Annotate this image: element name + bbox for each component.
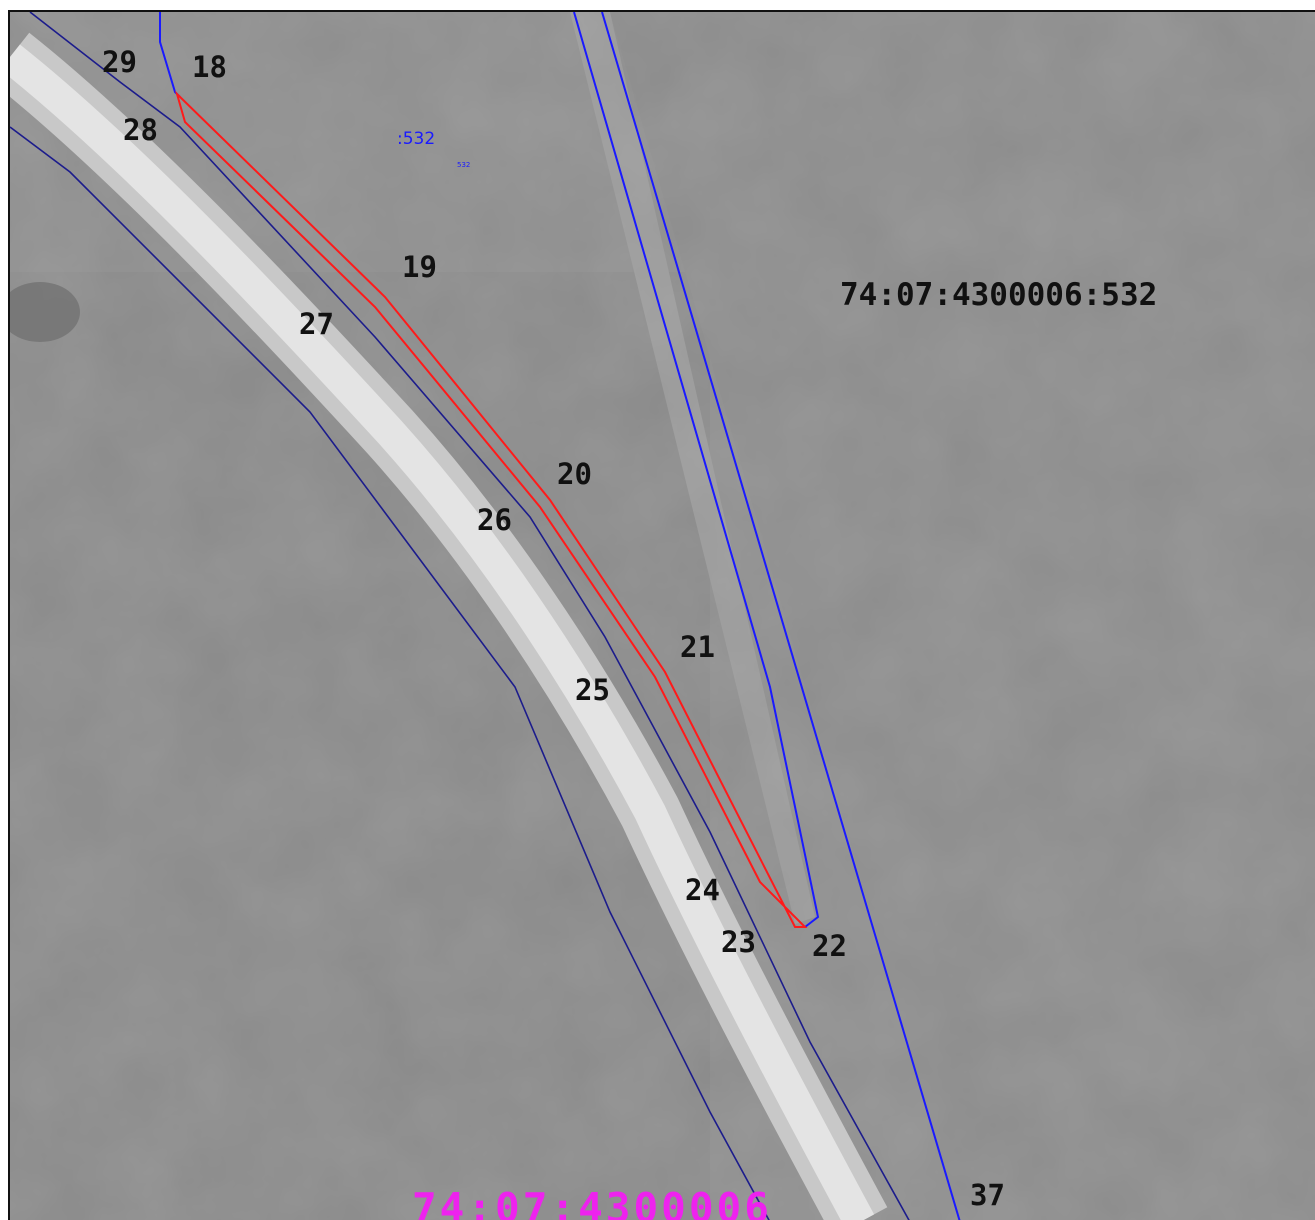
point-label-22: 22 [812,929,847,963]
quarter-cadastral-number: 74:07:4300006 [412,1184,772,1220]
dark-patch [10,282,80,342]
parcel-cadastral-number: 74:07:4300006:532 [840,277,1157,313]
point-label-18: 18 [192,50,227,84]
point-label-37: 37 [970,1178,1005,1212]
cadastral-map[interactable]: 29 18 28 19 27 20 26 21 25 24 23 22 37 :… [10,12,1315,1220]
point-label-20: 20 [557,457,592,491]
point-label-21: 21 [680,630,715,664]
parcel-tiny-label: 532 [457,161,470,169]
point-label-23: 23 [721,925,756,959]
point-label-24: 24 [685,873,720,907]
point-label-29: 29 [102,45,137,79]
point-label-25: 25 [575,673,610,707]
point-label-28: 28 [123,113,158,147]
parcel-short-label: :532 [397,129,435,149]
imagery-grain [10,12,1315,1220]
road-center [10,44,875,1220]
parcel-boundary-east [601,12,961,1220]
point-label-26: 26 [477,503,512,537]
target-plot[interactable] [175,90,808,928]
parcel-boundary-wedge [573,12,820,928]
road-boundary-outer [10,126,770,1220]
road-boundary-inner [29,12,910,1220]
map-frame: 29 18 28 19 27 20 26 21 25 24 23 22 37 :… [8,10,1315,1220]
point-label-19: 19 [402,250,437,284]
point-label-27: 27 [299,307,334,341]
